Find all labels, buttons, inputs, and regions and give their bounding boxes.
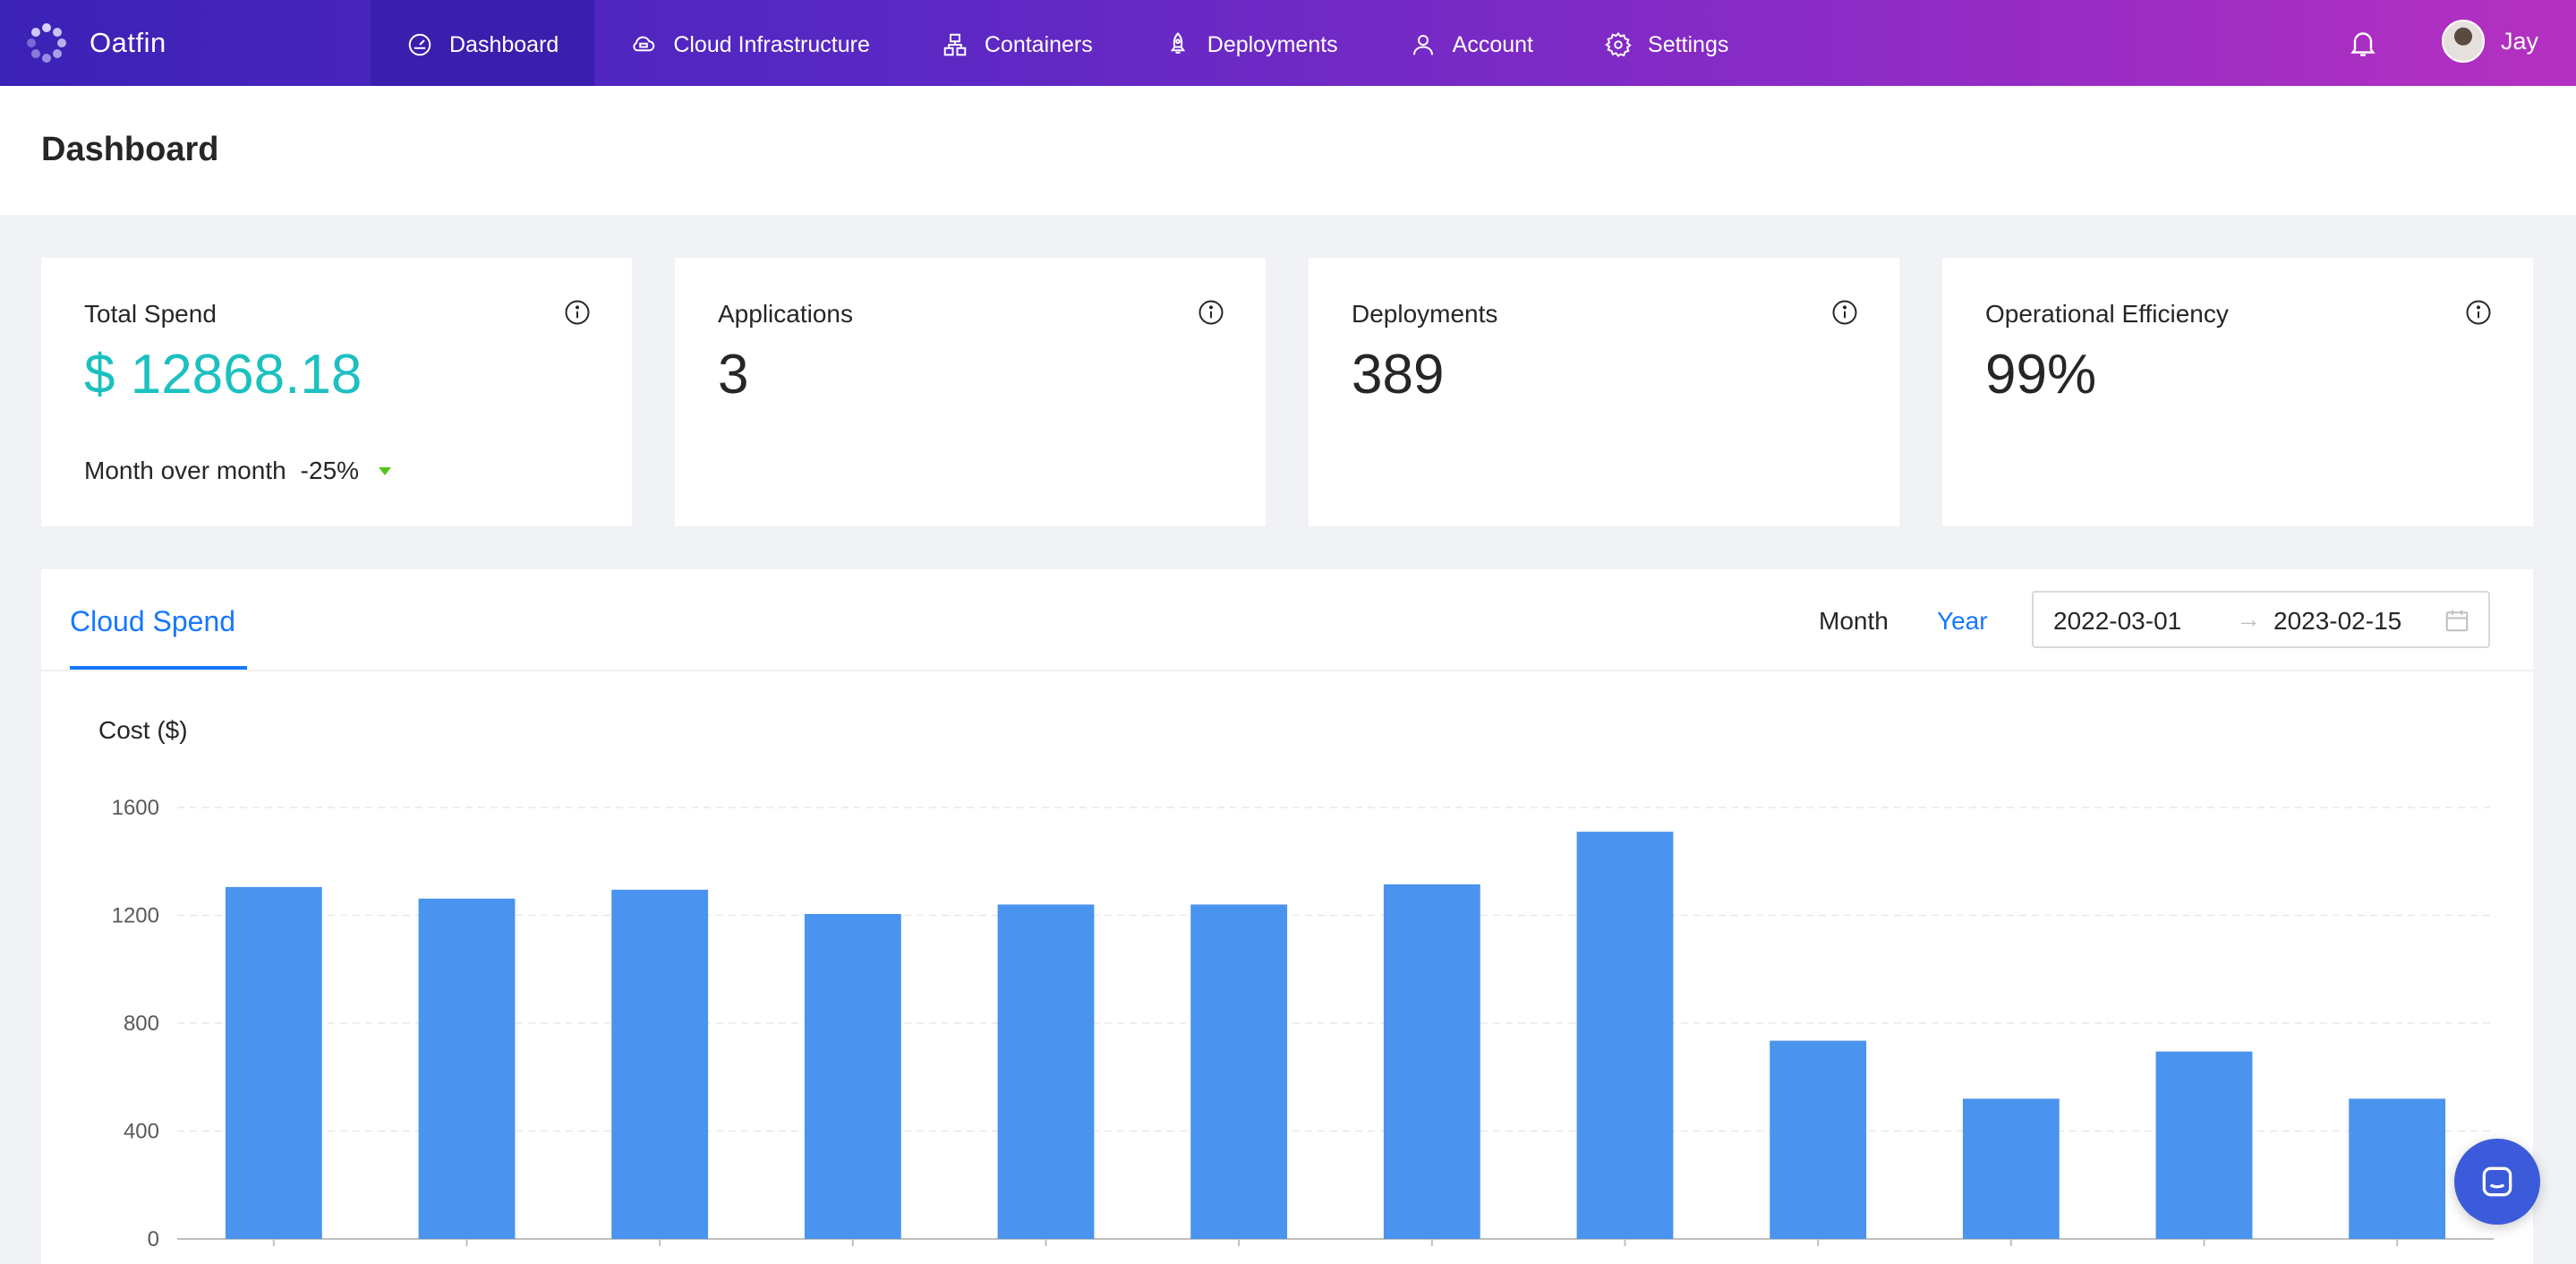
- card-label: Deployments: [1352, 300, 1498, 328]
- calendar-icon: [2445, 610, 2469, 632]
- nav-item-containers[interactable]: Containers: [906, 0, 1129, 90]
- nav-label: Containers: [984, 31, 1093, 57]
- deployments-card: Deployments 389: [1309, 258, 1899, 526]
- page-header: Dashboard: [0, 86, 2576, 215]
- y-tick-label: 0: [148, 1227, 159, 1251]
- date-range-picker[interactable]: 2022-03-01 → 2023-02-15: [2032, 591, 2490, 648]
- user-name: Jay: [2501, 27, 2539, 55]
- bar[interactable]: [1190, 904, 1288, 1239]
- bar[interactable]: [1383, 884, 1480, 1239]
- bar[interactable]: [804, 913, 901, 1239]
- rocket-icon: [1170, 32, 1185, 54]
- bar[interactable]: [418, 898, 516, 1239]
- user-menu[interactable]: Jay: [2442, 20, 2538, 63]
- date-start-input[interactable]: 2022-03-01: [2053, 607, 2182, 635]
- card-label: Operational Efficiency: [1985, 300, 2229, 328]
- cloud-icon: [633, 36, 655, 52]
- top-nav-bar: Oatfin Dashboard Cloud Infrastructure Co…: [0, 0, 2576, 90]
- applications-card: Applications 3: [675, 258, 1266, 526]
- nav-label: Settings: [1648, 31, 1729, 57]
- nav-item-deployments[interactable]: Deployments: [1129, 0, 1374, 90]
- brand[interactable]: Oatfin: [27, 0, 166, 86]
- info-icon[interactable]: [1831, 299, 1858, 326]
- card-label: Total Spend: [84, 300, 217, 328]
- bar[interactable]: [2155, 1051, 2253, 1239]
- bar[interactable]: [1770, 1040, 1867, 1239]
- oatfin-logo-icon: [27, 23, 66, 63]
- nav-label: Cloud Infrastructure: [673, 31, 870, 57]
- main-nav: Dashboard Cloud Infrastructure Container…: [371, 0, 1764, 90]
- y-tick-label: 1200: [112, 904, 159, 928]
- y-tick-label: 1600: [112, 796, 159, 820]
- bar[interactable]: [1576, 832, 1674, 1239]
- user-icon: [1412, 35, 1433, 56]
- arrow-right-icon: →: [2236, 605, 2261, 633]
- total-spend-card: Total Spend $ 12868.18 Month over month …: [41, 258, 632, 526]
- bar[interactable]: [2349, 1098, 2446, 1239]
- range-month-link[interactable]: Month: [1819, 607, 1889, 635]
- month-over-month: Month over month -25%: [84, 457, 392, 485]
- card-label: Applications: [718, 300, 853, 328]
- nav-item-settings[interactable]: Settings: [1569, 0, 1764, 90]
- cloud-spend-panel: Cloud Spend Month Year 2022-03-01 → 2023…: [41, 569, 2533, 1264]
- y-tick-label: 800: [124, 1012, 159, 1036]
- caret-down-icon: [379, 466, 392, 475]
- mom-value: -25%: [300, 457, 360, 484]
- bar[interactable]: [1962, 1098, 2060, 1239]
- range-year-link[interactable]: Year: [1937, 607, 1988, 635]
- info-icon[interactable]: [2465, 299, 2492, 326]
- nav-item-account[interactable]: Account: [1374, 0, 1569, 90]
- bar[interactable]: [225, 886, 322, 1239]
- card-value: 3: [718, 344, 749, 406]
- card-value: $ 12868.18: [84, 344, 363, 406]
- nav-item-cloud-infrastructure[interactable]: Cloud Infrastructure: [594, 0, 906, 90]
- tab-active-indicator: [70, 666, 247, 670]
- date-end-input[interactable]: 2023-02-15: [2273, 607, 2402, 635]
- nav-label: Account: [1452, 31, 1534, 57]
- gear-icon: [1605, 32, 1632, 57]
- brand-name: Oatfin: [90, 27, 166, 58]
- chat-launcher-button[interactable]: [2454, 1139, 2540, 1225]
- tab-cloud-spend[interactable]: Cloud Spend: [70, 605, 236, 637]
- bar[interactable]: [611, 889, 709, 1239]
- cloud-spend-chart: Cost ($) 0 400 800 1200 1600: [41, 695, 2533, 1264]
- dashboard-icon: [408, 33, 431, 56]
- bar-chart: 0 400 800 1200 1600: [112, 796, 2494, 1251]
- bar[interactable]: [997, 904, 1095, 1239]
- containers-icon: [943, 33, 967, 56]
- y-axis-title: Cost ($): [98, 716, 188, 744]
- divider: [41, 670, 2533, 671]
- info-icon[interactable]: [1198, 299, 1224, 326]
- bell-icon[interactable]: [2347, 27, 2379, 59]
- y-tick-label: 400: [124, 1120, 159, 1144]
- avatar: [2442, 20, 2485, 63]
- info-icon[interactable]: [564, 299, 591, 326]
- operational-efficiency-card: Operational Efficiency 99%: [1942, 258, 2533, 526]
- nav-item-dashboard[interactable]: Dashboard: [371, 0, 595, 90]
- mom-label: Month over month: [84, 457, 286, 484]
- page-title: Dashboard: [41, 131, 219, 168]
- nav-label: Dashboard: [449, 31, 559, 57]
- nav-label: Deployments: [1207, 31, 1338, 57]
- card-value: 99%: [1985, 344, 2097, 406]
- card-value: 389: [1352, 344, 1445, 406]
- chat-icon: [2482, 1166, 2512, 1197]
